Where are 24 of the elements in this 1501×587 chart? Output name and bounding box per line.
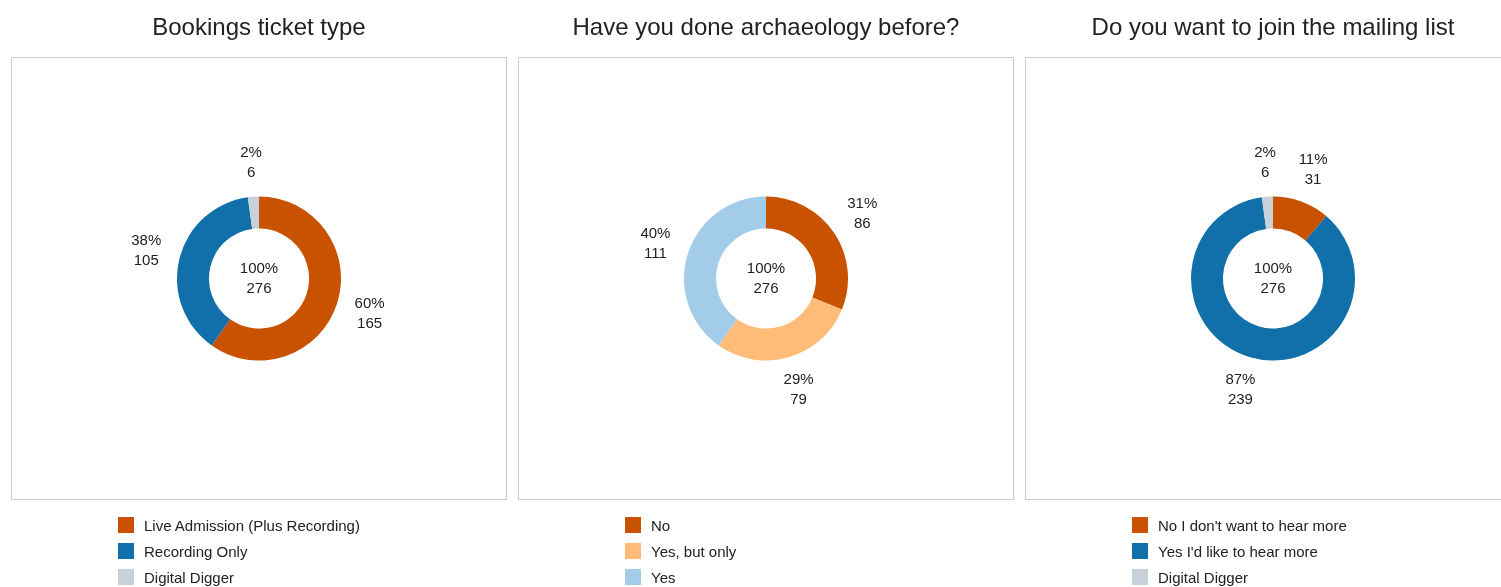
data-label: 40% 111 (640, 223, 671, 261)
text: 100% 276 (1253, 258, 1293, 296)
legend-label: Digital Digger (1158, 568, 1249, 586)
legend-label: Yes I'd like to hear more (1158, 542, 1318, 560)
chart-title: Have you done archaeology before? (571, 12, 961, 42)
chart-title: Do you want to join the mailing list (1090, 12, 1456, 42)
data-label: 2% 6 (240, 142, 262, 180)
chart-title: Bookings ticket type (151, 12, 367, 42)
legend-label: Yes, but only (651, 542, 737, 560)
legend-label: Recording Only (144, 542, 248, 560)
legend-label: Digital Digger (144, 568, 235, 586)
data-label: 60% 165 (354, 293, 385, 331)
legend-label: Yes (651, 568, 676, 586)
legend-label: No (651, 516, 671, 534)
legend-label: Live Admission (Plus Recording) (144, 516, 360, 534)
data-label: 31% 86 (847, 193, 878, 231)
text: 100% 276 (239, 258, 279, 296)
legend-label: No I don't want to hear more (1158, 516, 1347, 534)
data-label: 38% 105 (131, 231, 162, 269)
data-label: 87% 239 (1225, 369, 1256, 407)
data-label: 2% 6 (1254, 142, 1276, 180)
data-label: 29% 79 (783, 369, 814, 407)
data-label: 11% 31 (1298, 149, 1328, 187)
text: 100% 276 (746, 258, 786, 296)
